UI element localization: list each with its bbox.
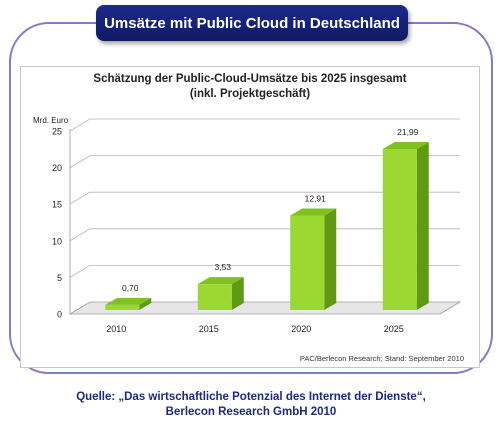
y-tick-label: 25 <box>52 127 62 137</box>
y-axis-label: Mrd. Euro <box>33 116 69 125</box>
gridline <box>69 264 460 278</box>
y-tick-label: 10 <box>52 236 62 246</box>
bar-value-label: 3,53 <box>214 262 231 272</box>
x-tick-label: 2020 <box>291 324 311 334</box>
caption-line-1: Quelle: „Das wirtschaftliche Potenzial d… <box>76 391 426 403</box>
gridline <box>69 228 460 242</box>
gridline <box>69 118 460 132</box>
y-tick-label: 20 <box>52 163 62 173</box>
bar-value-label: 0,70 <box>122 283 139 293</box>
bar <box>197 284 232 310</box>
bar-top <box>105 297 152 305</box>
y-tick-label: 15 <box>52 200 62 210</box>
chart-title: Schätzung der Public-Cloud-Umsätze bis 2… <box>93 73 407 85</box>
x-tick-label: 2010 <box>106 324 126 334</box>
bar <box>290 215 325 310</box>
source-note: PAC/Berlecon Research; Stand: September … <box>299 354 464 363</box>
bar-side <box>139 297 152 310</box>
caption: Quelle: „Das wirtschaftliche Potenzial d… <box>0 390 502 420</box>
bar-side <box>416 142 429 310</box>
bar-value-label: 12,91 <box>305 193 327 203</box>
bar-top <box>290 208 337 216</box>
bar-top <box>382 142 429 150</box>
bar-top <box>197 277 244 285</box>
bar <box>105 304 140 310</box>
x-tick-label: 2025 <box>384 324 404 334</box>
caption-line-2: Berlecon Research GmbH 2010 <box>165 406 337 418</box>
bar-side <box>324 208 337 310</box>
bar-value-label: 21,99 <box>397 127 419 137</box>
x-tick-label: 2015 <box>199 324 219 334</box>
gridline <box>69 191 460 205</box>
y-tick-label: 0 <box>57 310 62 320</box>
banner-title: Umsätze mit Public Cloud in Deutschland <box>96 5 408 41</box>
gridline <box>69 155 460 168</box>
chart-floor <box>68 301 462 315</box>
bar <box>382 149 417 310</box>
chart-subtitle: (inkl. Projektgeschäft) <box>189 88 311 100</box>
bar-side <box>231 277 244 310</box>
y-tick-label: 5 <box>57 273 62 283</box>
chart-title-block: Schätzung der Public-Cloud-Umsätze bis 2… <box>20 72 480 102</box>
